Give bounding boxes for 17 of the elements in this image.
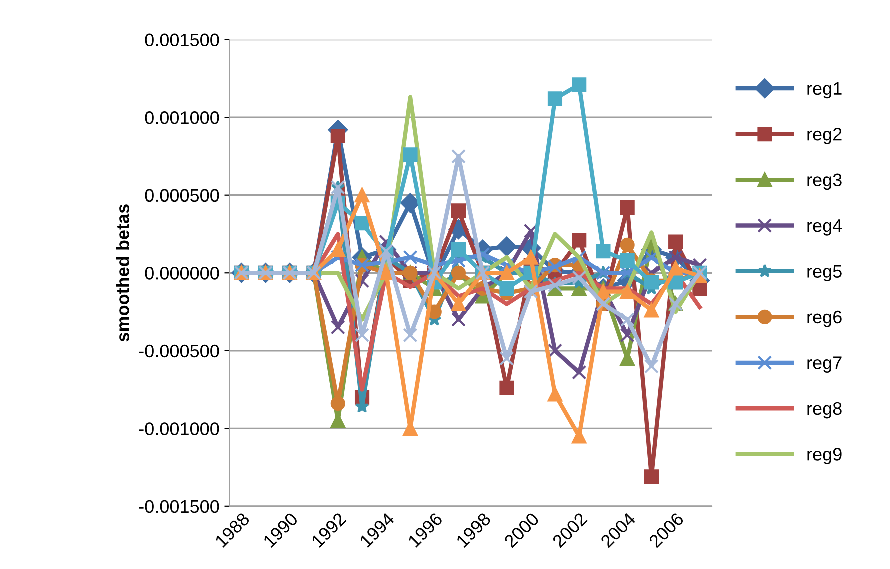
y-tick-label: -0.000500 [139, 344, 220, 358]
legend-label: reg6 [808, 310, 842, 328]
y-tick-label: 0.000500 [145, 189, 220, 202]
y-tick-label: -0.001000 [139, 422, 220, 436]
y-tick-label: 0.001000 [145, 112, 220, 124]
y-tick-label: 0.001500 [145, 34, 220, 47]
legend-label: reg7 [808, 356, 842, 373]
legend-label: reg8 [808, 402, 842, 419]
y-tick-label: 0.000000 [145, 267, 220, 280]
legend-label: reg2 [808, 128, 842, 144]
legend-label: reg4 [808, 220, 842, 236]
y-tick-label: -0.001500 [139, 500, 220, 514]
y-axis-title: smoothed betas [116, 204, 130, 342]
legend-label: reg9 [808, 448, 842, 464]
legend-label: reg3 [808, 174, 842, 190]
legend-label: reg5 [808, 265, 842, 282]
legend-label: reg1 [808, 82, 842, 99]
